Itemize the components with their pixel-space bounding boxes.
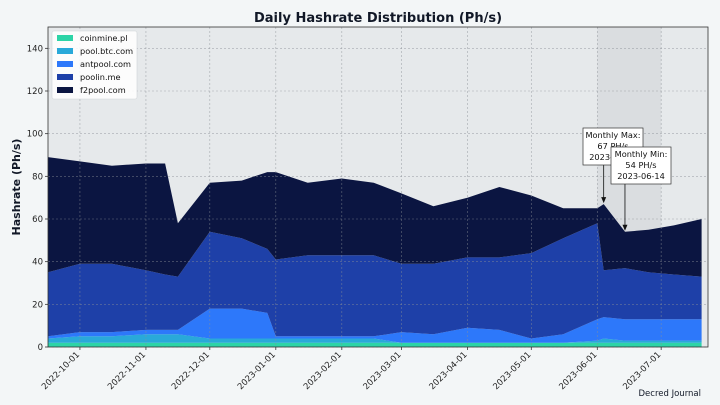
area-pool-btc-com xyxy=(48,334,702,343)
area-poolin-me xyxy=(48,223,702,339)
x-tick-label: 2022-12-01 xyxy=(170,350,212,392)
x-tick-label: 2022-11-01 xyxy=(106,350,148,392)
y-tick-label: 100 xyxy=(27,130,43,140)
legend-swatch xyxy=(57,35,73,41)
annotation-text: 67 PH/s xyxy=(597,141,628,151)
y-axis-label: Hashrate (Ph/s) xyxy=(10,139,23,236)
y-tick-label: 20 xyxy=(32,300,43,310)
legend-swatch xyxy=(57,48,73,54)
x-tick-label: 2022-10-01 xyxy=(40,350,82,392)
x-tick-label: 2023-01-01 xyxy=(236,350,278,392)
legend-box xyxy=(51,30,138,100)
annotation-arrowhead xyxy=(601,197,607,204)
credit-text: Decred Journal xyxy=(639,389,701,399)
annotation-text: Monthly Min: xyxy=(615,149,668,159)
legend-swatch xyxy=(57,74,73,80)
annotation-box xyxy=(610,146,672,185)
legend-label: coinmine.pl xyxy=(80,33,128,43)
y-tick-label: 60 xyxy=(32,215,43,225)
x-tick-label: 2023-05-01 xyxy=(491,350,533,392)
annotation-text: 2023-06-14 xyxy=(617,171,665,181)
x-tick-label: 2023-03-01 xyxy=(362,350,404,392)
annotation-text: 54 PH/s xyxy=(625,160,656,170)
legend-label: f2pool.com xyxy=(80,85,126,95)
area-coinmine-pl xyxy=(48,342,702,347)
x-tick-label: 2023-04-01 xyxy=(428,350,470,392)
legend-label: antpool.com xyxy=(80,59,131,69)
x-tick-label: 2023-02-01 xyxy=(302,350,344,392)
y-tick-label: 80 xyxy=(32,172,43,182)
plot-frame xyxy=(47,26,709,348)
y-tick-label: 0 xyxy=(38,343,43,353)
legend-swatch xyxy=(57,61,73,67)
legend-label: poolin.me xyxy=(80,72,121,82)
legend-label: pool.btc.com xyxy=(80,46,133,56)
chart-title: Daily Hashrate Distribution (Ph/s) xyxy=(254,11,502,26)
y-tick-label: 40 xyxy=(32,258,43,268)
area-antpool-com xyxy=(48,308,702,343)
y-tick-label: 140 xyxy=(27,44,43,54)
legend-swatch xyxy=(57,87,73,93)
x-tick-label: 2023-07-01 xyxy=(621,350,663,392)
x-tick-label: 2023-06-01 xyxy=(557,350,599,392)
area-f2pool-com xyxy=(48,157,702,277)
legend: coinmine.pl pool.btc.com antpool.com poolin… xyxy=(51,30,138,100)
annotation-arrowhead xyxy=(622,224,628,231)
annotation-text: Monthly Max: xyxy=(585,130,640,140)
y-tick-label: 120 xyxy=(27,87,43,97)
